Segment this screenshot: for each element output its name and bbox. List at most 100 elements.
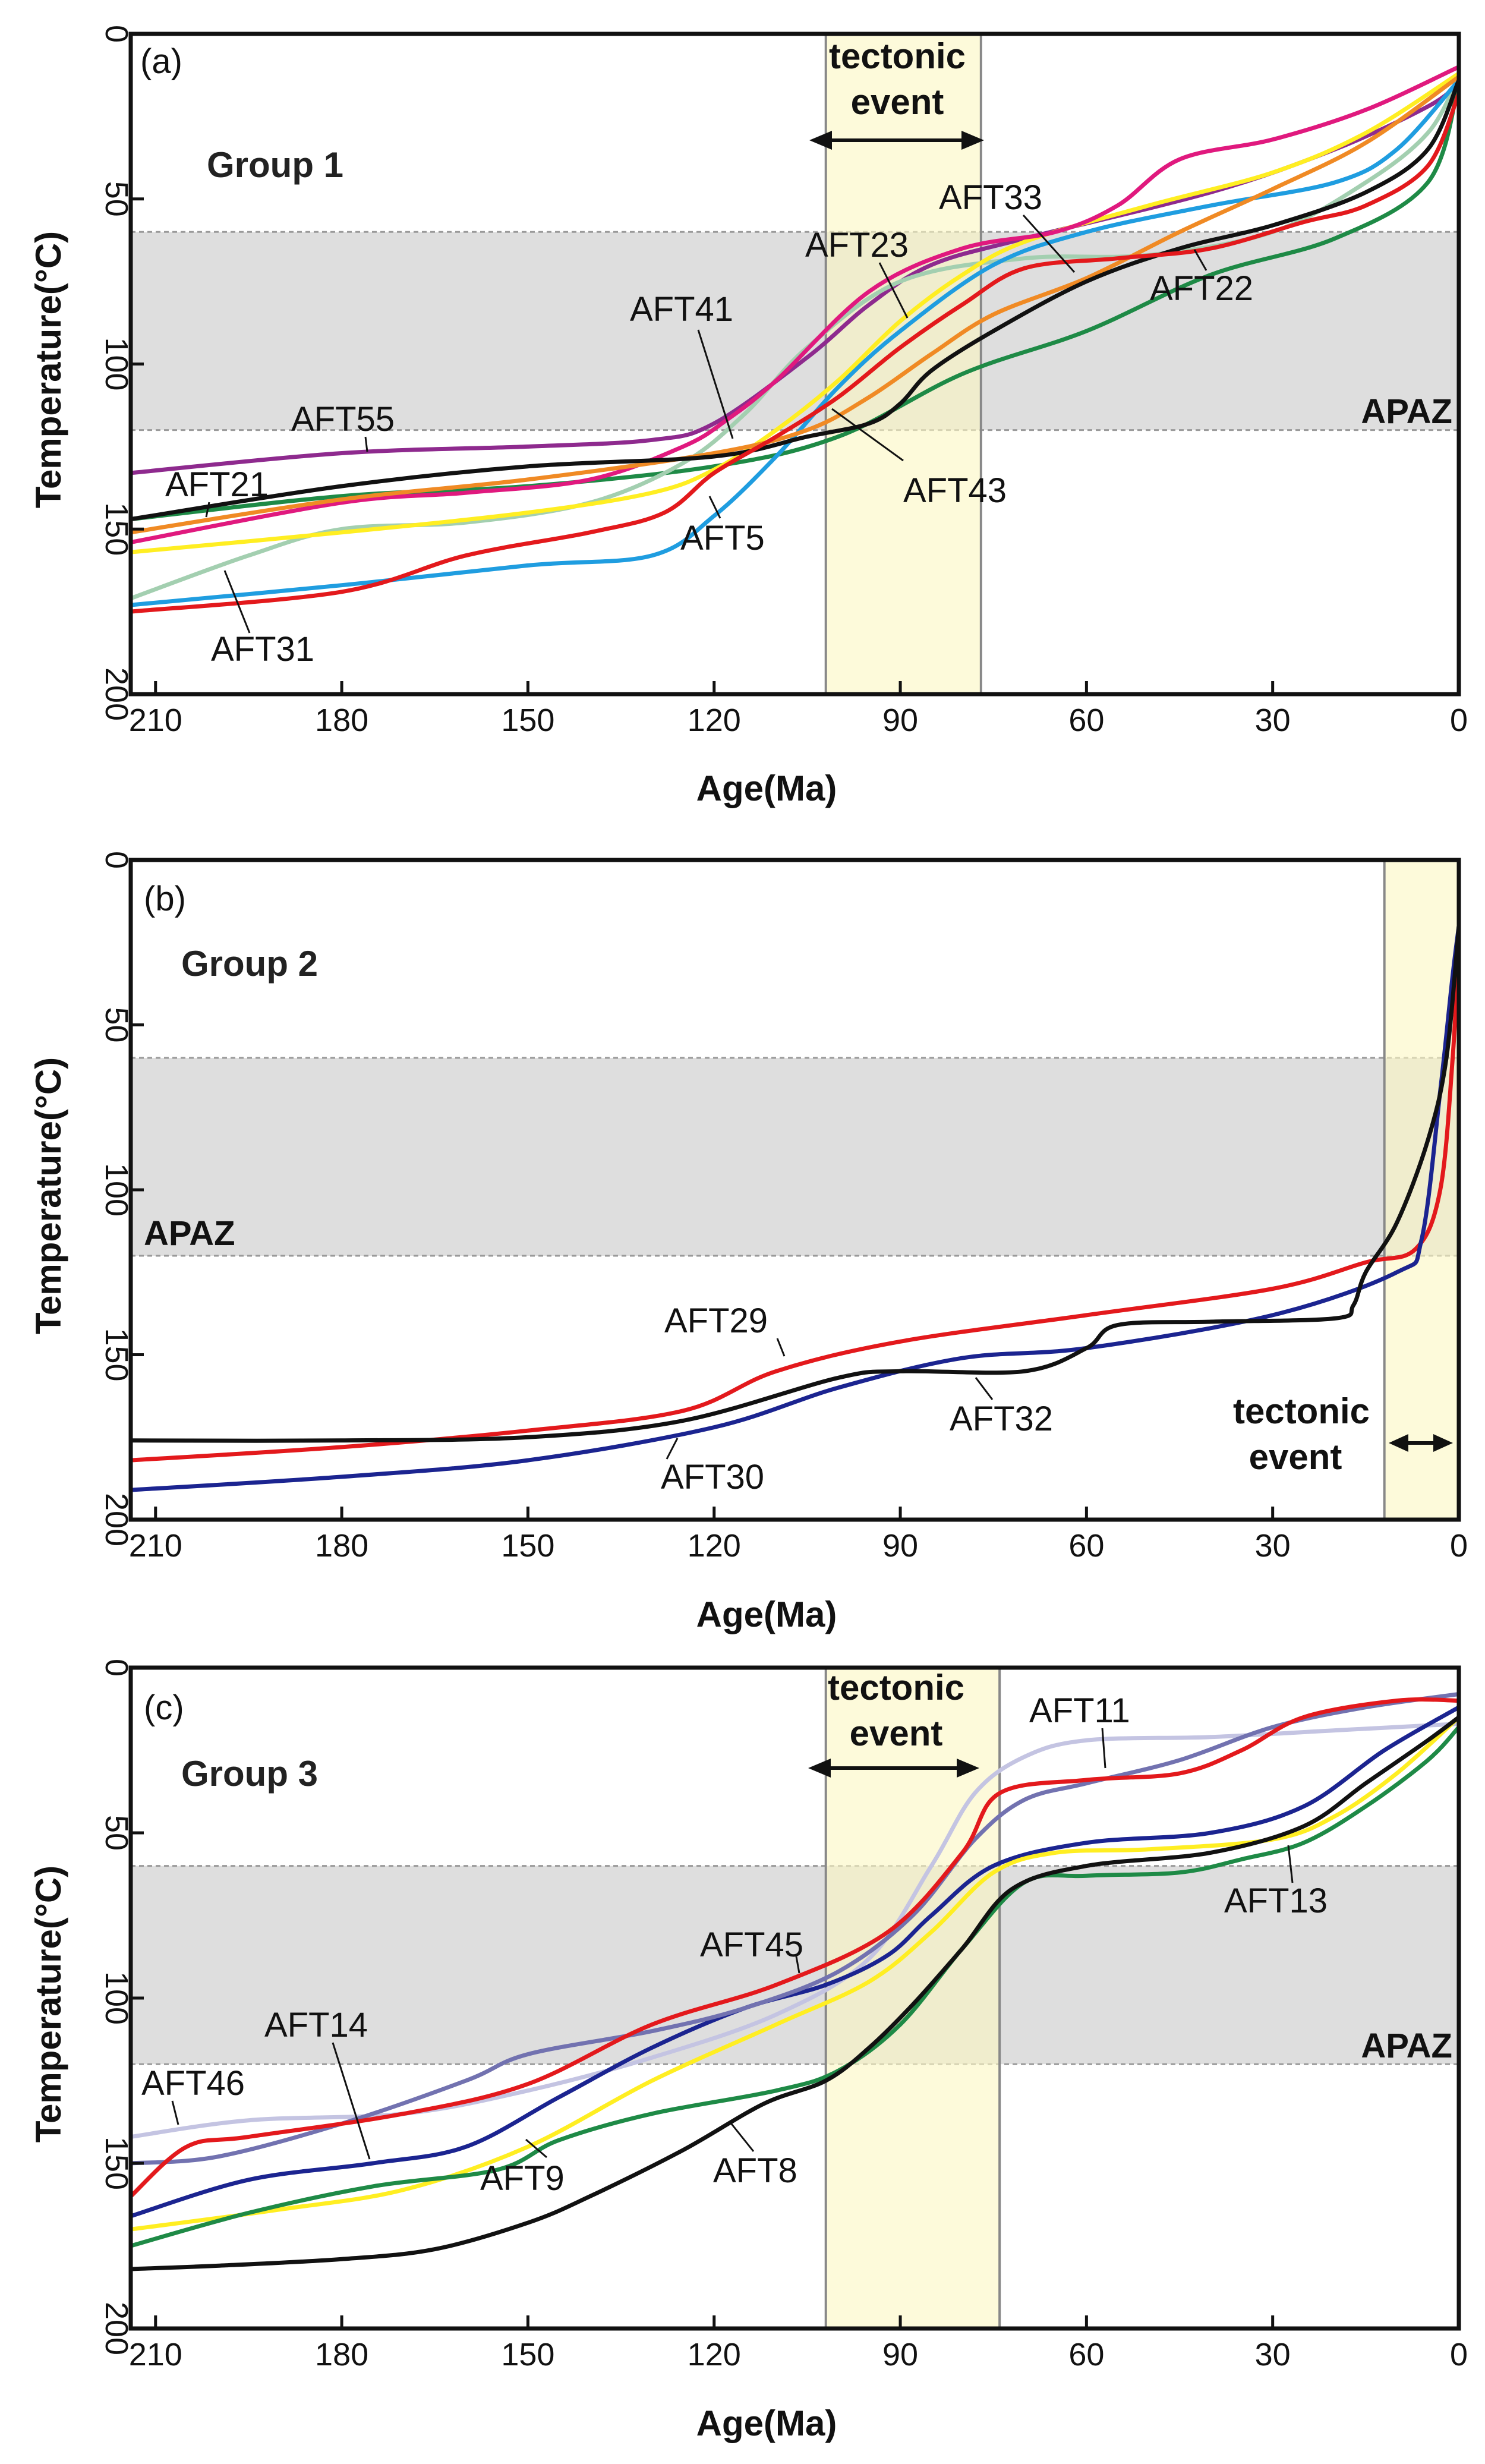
panel-a-annot-aft33: AFT33 xyxy=(939,178,1042,217)
panel-a-event-arrow-head-left xyxy=(809,131,832,150)
panel-c-group-label: Group 3 xyxy=(181,1754,318,1794)
panel-c-annot-aft14: AFT14 xyxy=(264,2006,368,2044)
panel-b-annot-aft32: AFT32 xyxy=(950,1400,1053,1438)
panel-a-leader-aft5 xyxy=(708,496,721,519)
panel-a-series-aft43 xyxy=(128,78,1461,522)
panel-b-xtick-label-60: 60 xyxy=(1068,1528,1104,1564)
panel-a-ticks: 210 180 150 120 90 60 30 0 0 50 100 150 200 xyxy=(99,25,1468,738)
panel-c-event-arrow-head-right xyxy=(957,1759,979,1778)
panel-c-annot-aft45: AFT45 xyxy=(700,1926,803,1964)
panel-b-ytick-label-200: 200 xyxy=(99,1493,134,1546)
panel-c: 210 180 150 120 90 60 30 0 0 50 100 150 200 (c) Grou… xyxy=(29,1659,1468,2443)
panel-c-series xyxy=(128,1692,1461,2271)
panel-c-ytick-label-100: 100 xyxy=(99,1971,134,2025)
panel-a-xtick-label-180: 180 xyxy=(315,702,368,738)
panel-c-leader-aft8 xyxy=(729,2121,755,2152)
panel-c-leader-aft9 xyxy=(525,2138,547,2159)
panel-c-series-aft8 xyxy=(128,1715,1461,2271)
panel-c-annot-aft8: AFT8 xyxy=(713,2151,797,2190)
panel-c-annot-aft13: AFT13 xyxy=(1224,1882,1328,1920)
panel-a-xtick-label-120: 120 xyxy=(688,702,741,738)
panel-a-annot-aft22: AFT22 xyxy=(1150,269,1253,308)
panel-c-ytick-label-0: 0 xyxy=(99,1659,134,1677)
panel-c-xlabel: Age(Ma) xyxy=(696,2403,837,2443)
panel-c-event-label-line2: event xyxy=(850,1713,943,1753)
panel-b-ytick-label-150: 150 xyxy=(99,1328,134,1381)
panel-a-series-aft23 xyxy=(128,71,1461,554)
panel-b-ytick-label-0: 0 xyxy=(99,851,134,869)
panel-a-annot-aft41: AFT41 xyxy=(630,290,733,329)
panel-b-xtick-label-180: 180 xyxy=(315,1528,368,1564)
panel-a-xtick-label-0: 0 xyxy=(1450,702,1468,738)
panel-c-leader-aft11 xyxy=(1101,1728,1106,1769)
panel-b-event-label-line2: event xyxy=(1249,1437,1342,1477)
panel-a-xtick-label-150: 150 xyxy=(501,702,554,738)
panel-c-xtick-label-0: 0 xyxy=(1450,2337,1468,2372)
panel-b-xlabel: Age(Ma) xyxy=(696,1595,837,1634)
panel-c-ytick-label-50: 50 xyxy=(99,1815,134,1851)
panel-a-leader-aft55 xyxy=(364,436,368,452)
panel-c-annot-aft46: AFT46 xyxy=(141,2064,245,2103)
panel-b-tectonic-band xyxy=(1383,859,1460,1521)
panel-c-xtick-label-120: 120 xyxy=(688,2337,741,2372)
panel-b-leader-aft32 xyxy=(975,1377,994,1400)
panel-a-event-arrow-head-right xyxy=(961,131,984,150)
panel-a-group-label: Group 1 xyxy=(207,145,343,185)
panel-a-annot-aft55: AFT55 xyxy=(291,400,395,439)
panel-a-event-label-line2: event xyxy=(851,82,944,122)
panel-a-xlabel: Age(Ma) xyxy=(696,768,837,808)
panel-b-apaz-label: APAZ xyxy=(144,1214,235,1253)
panel-b-leader-aft29 xyxy=(776,1338,786,1357)
panel-c-series-aft14 xyxy=(128,1705,1461,2219)
panel-a-series xyxy=(128,65,1461,614)
panel-c-ytick-label-200: 200 xyxy=(99,2302,134,2355)
panel-b-series xyxy=(128,924,1461,1492)
panel-c-event-arrow-head-left xyxy=(808,1759,831,1778)
panel-c-annot-aft9: AFT9 xyxy=(480,2159,565,2198)
panel-a-event-label-line1: tectonic xyxy=(829,36,966,76)
panel-a-label: (a) xyxy=(140,42,182,81)
panel-a-series-aft5 xyxy=(128,78,1461,607)
panel-c-xtick-label-60: 60 xyxy=(1068,2337,1104,2372)
panel-b-ylabel: Temperature(°C) xyxy=(29,1057,68,1334)
panel-a-ylabel: Temperature(°C) xyxy=(29,231,68,508)
panel-b-annot-aft30: AFT30 xyxy=(661,1458,764,1496)
panel-a-ytick-label-200: 200 xyxy=(99,667,134,721)
panel-a-leader-aft41 xyxy=(697,329,734,439)
panel-a-series-aft33 xyxy=(128,65,1461,544)
panel-b-ytick-label-50: 50 xyxy=(99,1007,134,1042)
panel-a-leader-aft33 xyxy=(1022,214,1076,273)
panel-a-annot-aft31: AFT31 xyxy=(211,630,314,669)
panel-b-annot-aft29: AFT29 xyxy=(664,1302,768,1340)
panel-c-leader-aft13 xyxy=(1287,1845,1294,1883)
panel-b-xtick-label-90: 90 xyxy=(882,1528,918,1564)
panel-c-xtick-label-90: 90 xyxy=(882,2337,918,2372)
panel-a-leader-aft31 xyxy=(223,570,251,634)
panel-a-ytick-label-50: 50 xyxy=(99,181,134,217)
panel-c-leader-aft46 xyxy=(171,2100,179,2125)
panel-c-event-label-line1: tectonic xyxy=(828,1668,964,1707)
panel-b-series-aft30 xyxy=(128,924,1461,1492)
panel-c-xtick-label-30: 30 xyxy=(1255,2337,1291,2372)
panel-c-apaz-label: APAZ xyxy=(1361,2027,1452,2065)
panel-a-xtick-label-90: 90 xyxy=(882,702,918,738)
panel-c-series-aft9 xyxy=(128,1725,1461,2248)
panel-c-xtick-label-210: 210 xyxy=(129,2337,182,2372)
panel-b-leader-aft30 xyxy=(666,1438,679,1460)
panel-b-event-arrow-head-right xyxy=(1433,1434,1453,1452)
panel-a-annot-aft5: AFT5 xyxy=(680,519,765,557)
panel-c-leader-aft14 xyxy=(332,2042,371,2160)
panel-b-event-label-line1: tectonic xyxy=(1233,1391,1370,1431)
panel-c-series-aft45 xyxy=(128,1697,1461,2199)
panel-b-event-arrow-head-left xyxy=(1389,1434,1408,1452)
panel-a-apaz-label: APAZ xyxy=(1361,392,1452,431)
panel-b: 210 180 150 120 90 60 30 0 0 50 100 150 200 (b) Grou… xyxy=(29,851,1468,1634)
panel-b-series-aft32 xyxy=(128,924,1461,1443)
panel-a-leader-aft23 xyxy=(878,262,909,319)
panel-c-ticks: 210 180 150 120 90 60 30 0 0 50 100 150 200 xyxy=(99,1659,1468,2372)
panel-c-leader-aft45 xyxy=(795,1956,800,1974)
panel-c-annot-aft11: AFT11 xyxy=(1029,1691,1130,1730)
panel-b-group-label: Group 2 xyxy=(181,944,318,984)
panel-b-xtick-label-30: 30 xyxy=(1255,1528,1291,1564)
